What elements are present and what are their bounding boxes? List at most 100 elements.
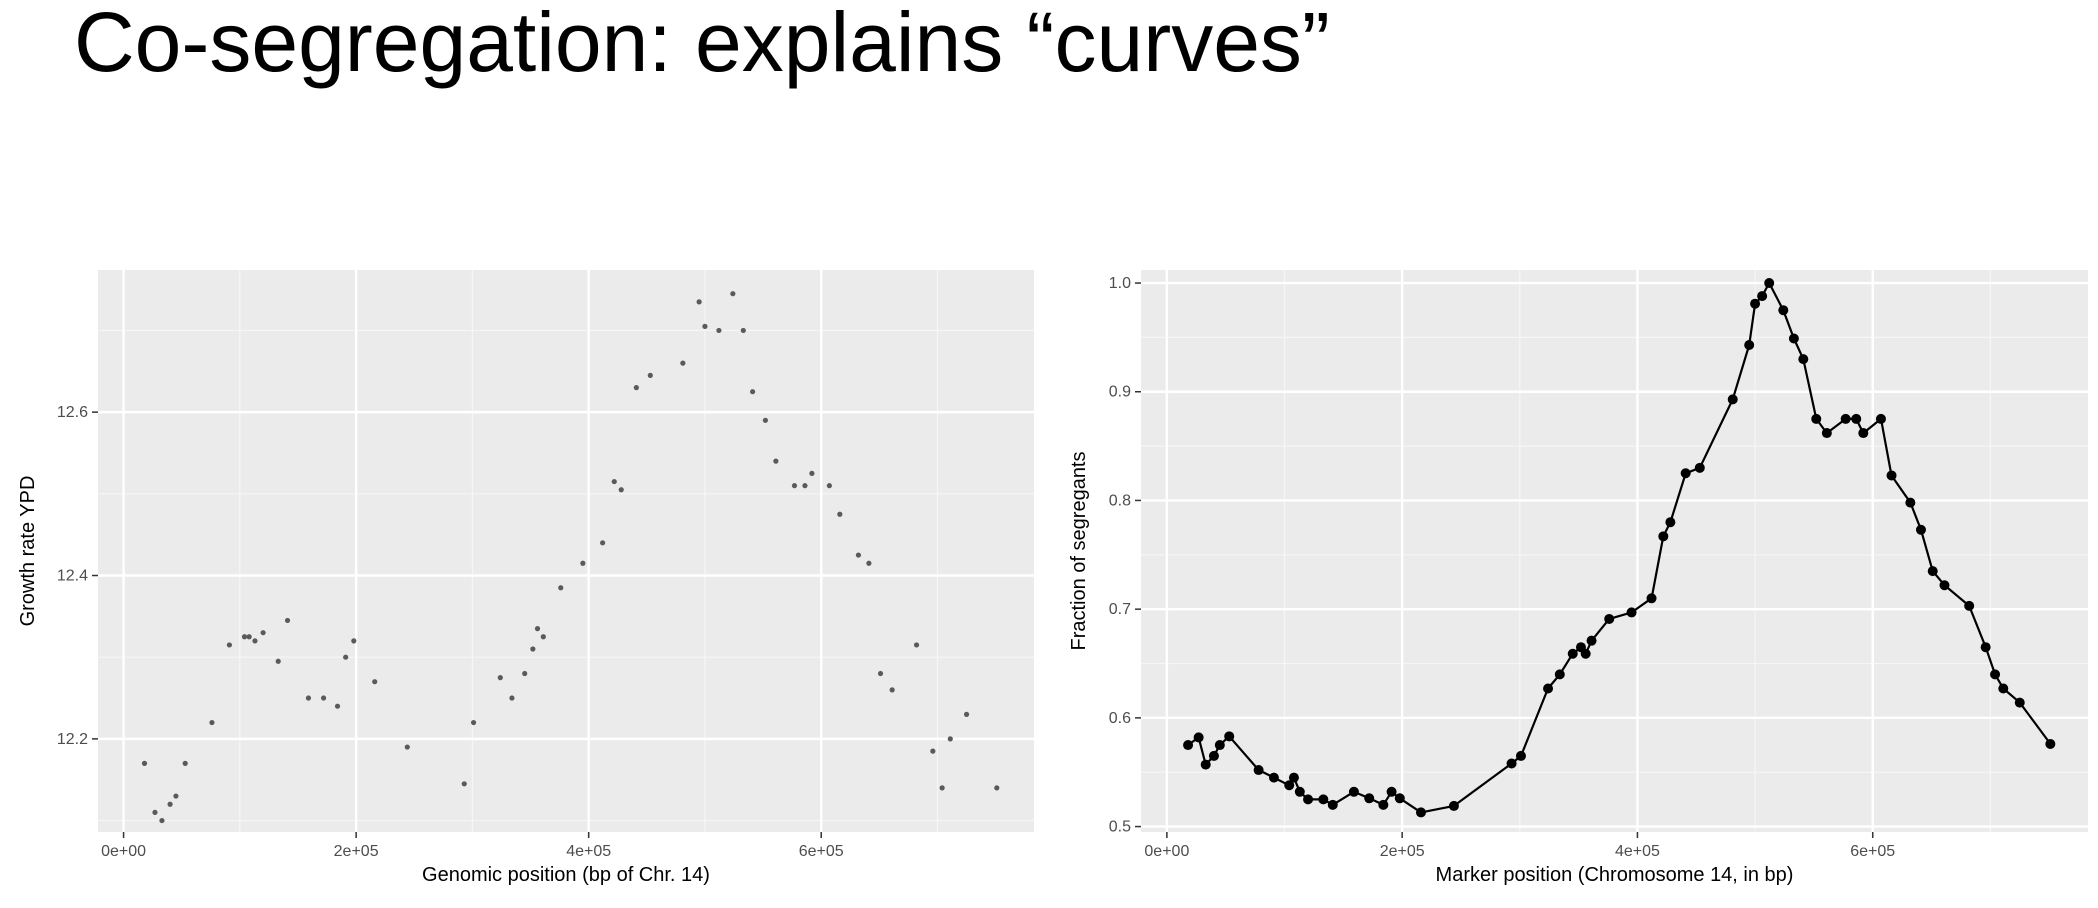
data-point [1927, 566, 1938, 577]
data-point [1658, 531, 1669, 542]
data-point [1268, 772, 1279, 783]
x-tick-label: 4e+05 [566, 843, 611, 860]
data-point [877, 670, 884, 677]
data-point [1294, 786, 1305, 797]
data-point [913, 642, 920, 648]
data-point [716, 327, 722, 334]
data-point [1554, 669, 1565, 680]
data-point [1626, 607, 1637, 618]
segregant-fraction-line-chart: 0e+00 2e+05 4e+05 6e+05 0.5 0.6 0.7 0.8 0.9 1.0 Ma… [1068, 270, 2088, 886]
data-point [1886, 470, 1897, 481]
y-tick-label: 12.4 [57, 568, 88, 585]
y-axis-title: Fraction of segregants [1068, 452, 1090, 651]
data-point [461, 781, 467, 787]
data-point [1348, 786, 1359, 797]
data-point [1364, 793, 1375, 804]
data-point [1840, 413, 1851, 424]
y-tick-label: 1.0 [1109, 275, 1131, 292]
data-point [1964, 600, 1975, 611]
data-point [633, 385, 639, 391]
data-point [1905, 497, 1916, 508]
data-point [2045, 738, 2056, 749]
data-point [1327, 799, 1338, 810]
data-point [226, 642, 232, 648]
x-axis-title: Marker position (Chromosome 14, in bp) [1436, 864, 1794, 886]
data-point [1646, 593, 1657, 604]
data-point [351, 638, 357, 644]
data-point [826, 483, 832, 489]
data-point [930, 748, 936, 754]
data-point [1284, 780, 1295, 791]
data-point [284, 617, 291, 624]
data-point [1193, 732, 1204, 743]
data-point [2014, 697, 2025, 708]
data-point [647, 372, 653, 378]
data-point [1915, 524, 1926, 535]
data-point [1858, 428, 1869, 439]
data-point [182, 760, 188, 766]
data-point [791, 483, 798, 489]
data-point [241, 634, 248, 640]
data-point [680, 360, 686, 366]
data-point [611, 478, 617, 485]
x-axis-title: Genomic position (bp of Chr. 14) [422, 864, 710, 886]
x-tick-label: 4e+05 [1615, 843, 1660, 860]
data-point [1750, 298, 1761, 309]
y-axis-title: Growth rate YPD [17, 476, 39, 627]
data-point [702, 323, 708, 329]
data-point [497, 675, 503, 681]
data-point [173, 793, 179, 799]
data-point [530, 646, 536, 652]
data-point [1288, 772, 1299, 783]
data-point [1318, 794, 1329, 805]
x-tick-label: 2e+05 [334, 843, 379, 860]
data-point [1415, 807, 1426, 818]
x-tick-label: 2e+05 [1380, 843, 1425, 860]
y-tick-label: 0.9 [1109, 384, 1131, 401]
data-point [1727, 394, 1738, 405]
data-point [470, 719, 477, 726]
data-point [152, 809, 158, 815]
data-point [404, 744, 410, 750]
data-point [1303, 794, 1314, 805]
growth-rate-scatter-chart: 0e+00 2e+05 4e+05 6e+05 12.2 12.4 12.6 Genomic … [17, 270, 1034, 886]
data-point [837, 511, 843, 517]
data-point [1875, 413, 1886, 424]
data-point [260, 630, 266, 636]
data-point [740, 327, 746, 334]
data-point [1821, 428, 1832, 439]
data-point [939, 785, 945, 791]
data-point [1811, 413, 1822, 424]
data-point [1543, 683, 1554, 694]
data-point [509, 695, 515, 701]
y-tick-label: 12.6 [57, 404, 88, 421]
y-tick-label: 0.5 [1109, 819, 1131, 836]
data-point [1851, 413, 1862, 424]
data-point [855, 552, 862, 558]
y-tick-label: 0.6 [1109, 710, 1131, 727]
data-point [167, 801, 173, 807]
x-tick-label: 0e+00 [1144, 843, 1189, 860]
data-point [1998, 683, 2009, 694]
data-point [1980, 642, 1991, 653]
plot-panel-background [1141, 270, 2088, 832]
data-point [580, 560, 586, 566]
data-point [802, 483, 808, 489]
data-point [1744, 340, 1755, 351]
data-point [159, 817, 165, 824]
x-tick-label: 0e+00 [101, 843, 146, 860]
data-point [1604, 613, 1615, 624]
data-point [1378, 799, 1389, 810]
data-point [1214, 740, 1225, 751]
data-point [343, 654, 349, 660]
data-point [809, 470, 815, 476]
y-tick-label: 12.2 [57, 731, 88, 748]
data-point [866, 560, 872, 566]
data-point [730, 291, 736, 297]
data-point [305, 695, 312, 701]
data-point [1778, 305, 1789, 316]
slide-title: Co-segregation: explains “curves” [74, 0, 1330, 89]
data-point [209, 719, 215, 726]
data-point [889, 687, 895, 693]
data-point [141, 760, 148, 766]
